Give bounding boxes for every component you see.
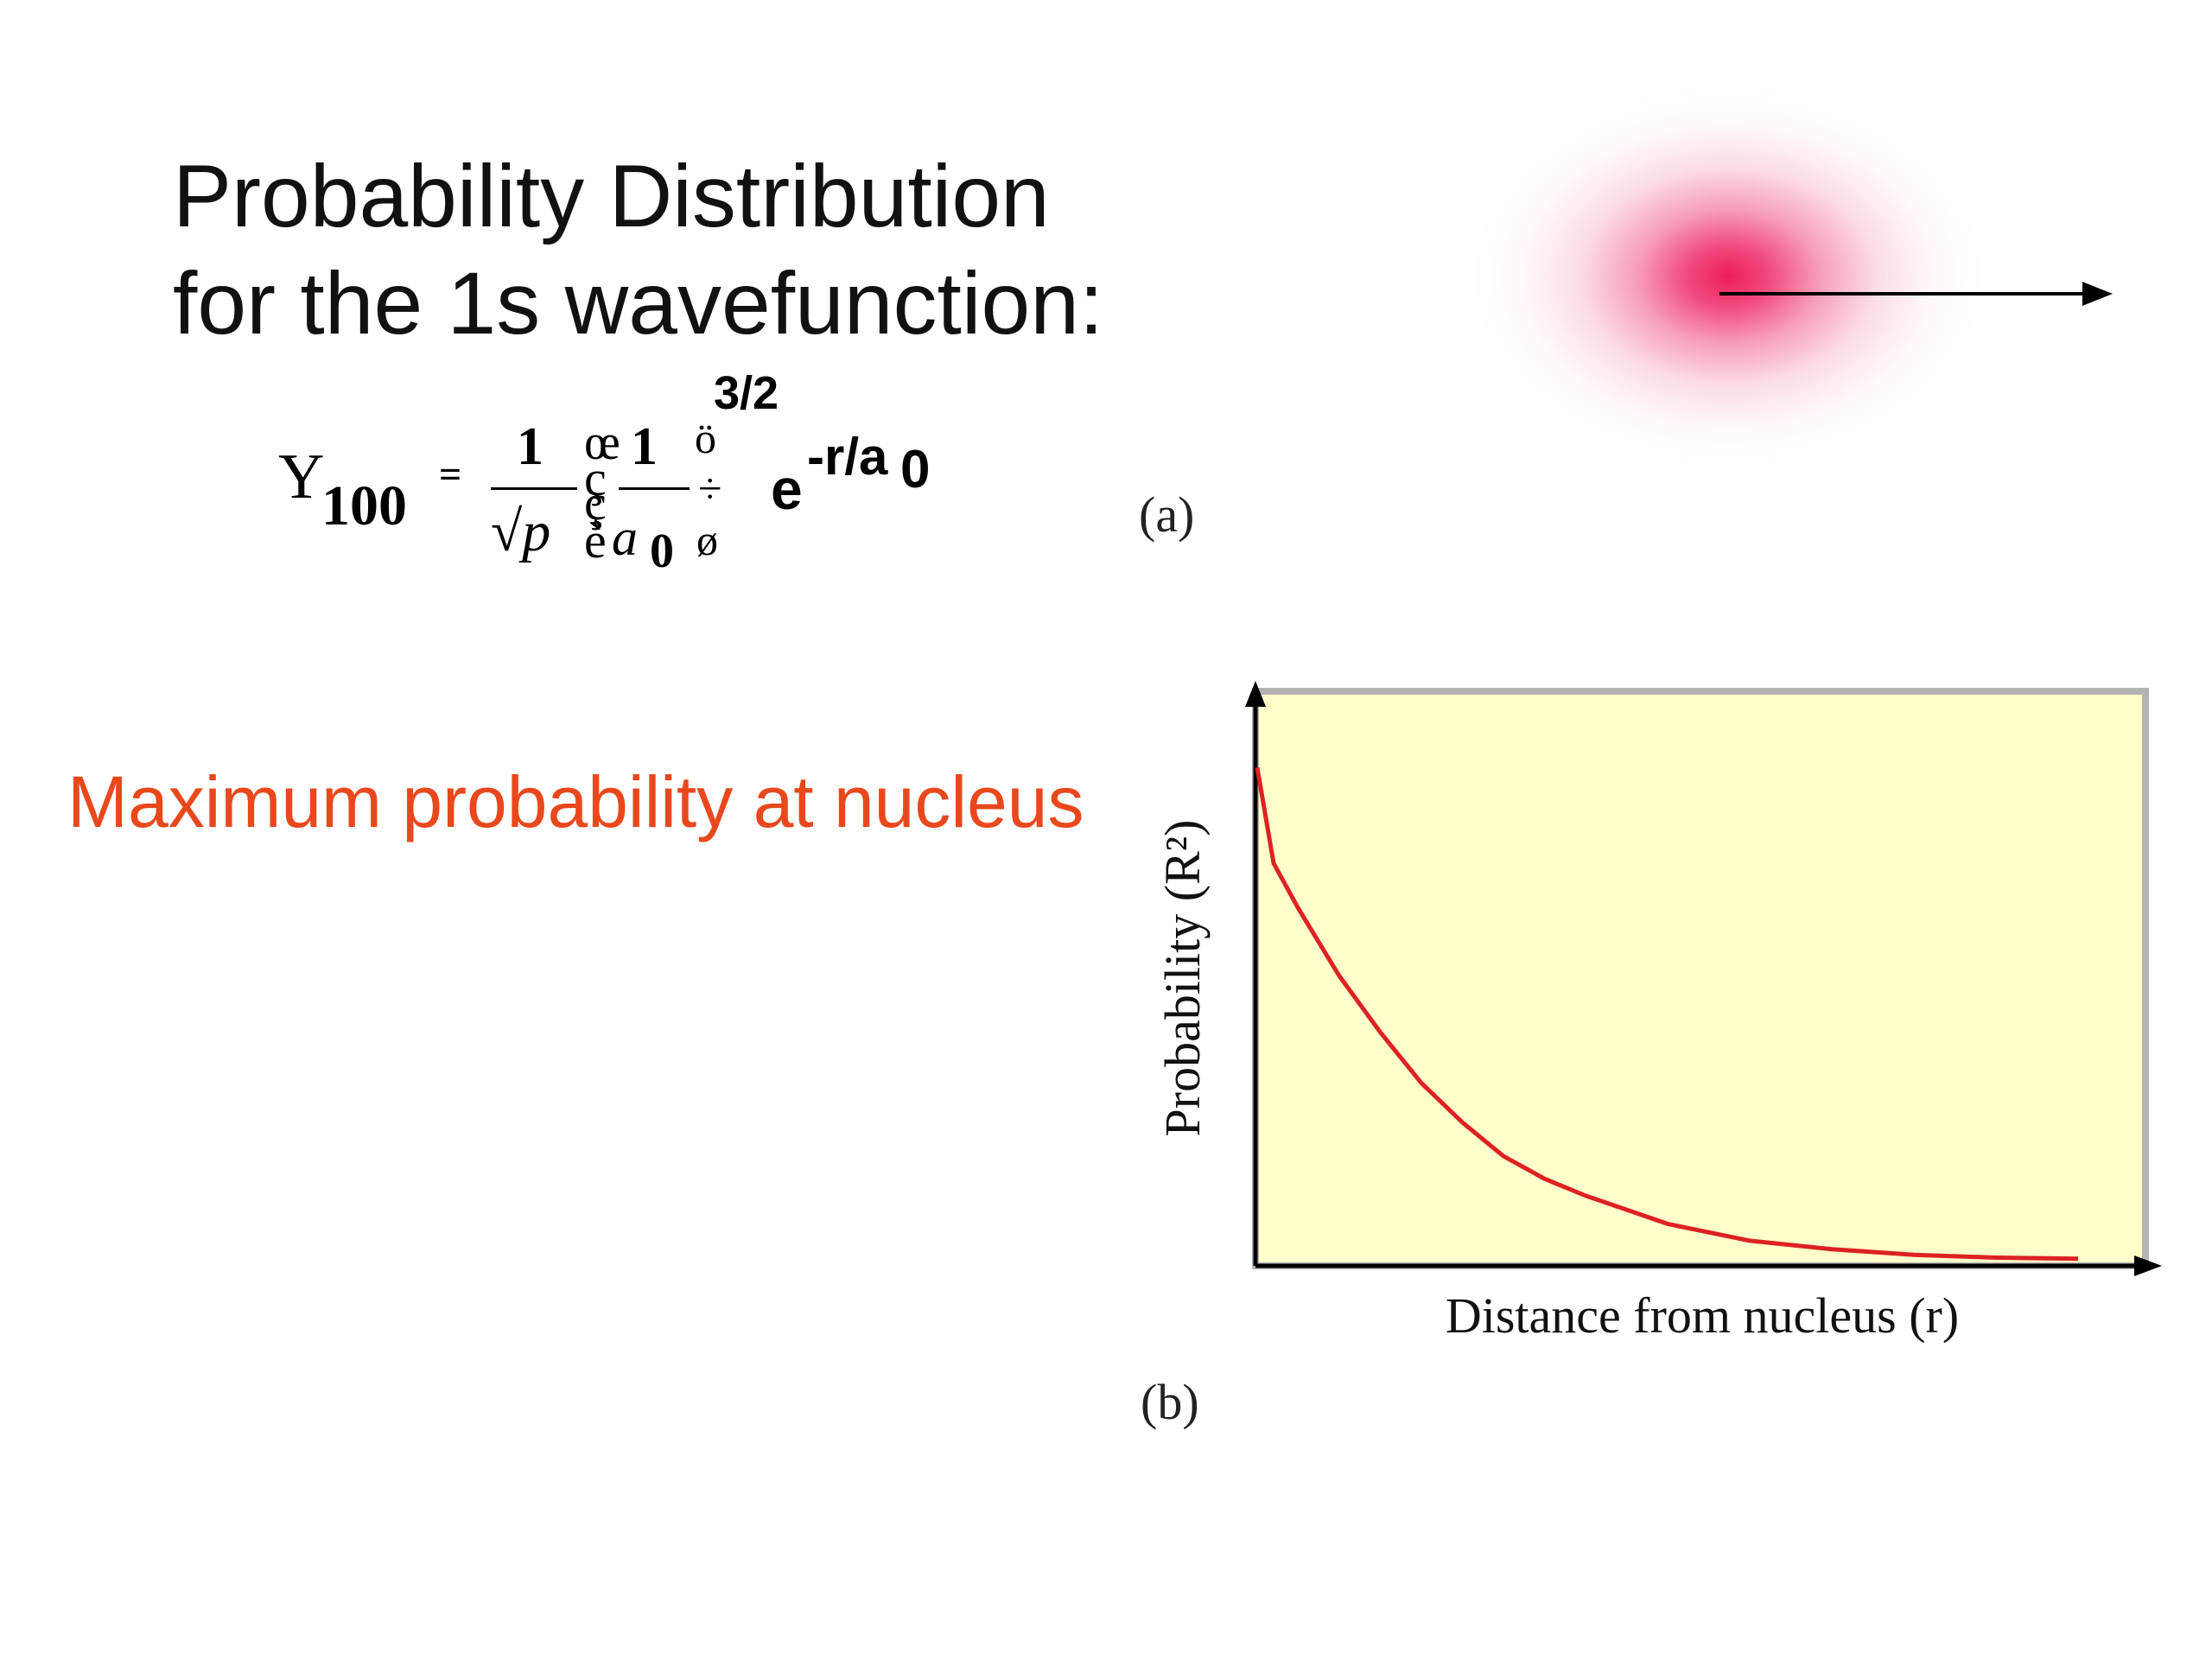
eq-denominator: √p bbox=[491, 500, 551, 563]
eq-equals: = bbox=[439, 452, 462, 496]
orbital-caption: (a) bbox=[1139, 486, 1195, 543]
slide-title: Probability Distribution for the 1s wave… bbox=[173, 143, 1192, 357]
eq-bracket-mid-right: ÷ bbox=[698, 464, 722, 512]
orbital-density-cloud bbox=[1400, 35, 2056, 518]
title-line-2: for the 1s wavefunction: bbox=[173, 254, 1104, 353]
probability-chart: Distance from nucleus (r) Probability (R… bbox=[1141, 681, 2162, 1430]
eq-bracket-bottom-left: è bbox=[584, 512, 607, 569]
eq-bracket-mid-left: ç bbox=[584, 450, 607, 506]
plot-area bbox=[1252, 688, 2149, 1269]
eq-exp-base: e bbox=[771, 457, 803, 521]
eq-bracket-top-right: ö bbox=[695, 414, 716, 462]
y-axis-arrowhead bbox=[1245, 681, 1266, 707]
eq-inner-denominator-sub: 0 bbox=[650, 524, 674, 578]
eq-exp-power-sub: 0 bbox=[900, 440, 931, 499]
radius-arrow bbox=[1719, 282, 2113, 306]
eq-bracket-bottom-right: ø bbox=[696, 516, 718, 564]
probability-curve bbox=[1255, 766, 2079, 1262]
max-probability-note: Maximum probability at nucleus bbox=[67, 761, 1084, 842]
eq-bracket-mid-left-2: ç bbox=[584, 474, 607, 531]
eq-inner-denominator: a bbox=[612, 509, 638, 566]
chart-caption: (b) bbox=[1141, 1374, 1199, 1430]
eq-exp-power: -r/a bbox=[807, 428, 888, 486]
eq-psi: Y bbox=[278, 442, 325, 512]
eq-exponent: 3/2 bbox=[714, 367, 779, 419]
eq-inner-fraction-bar bbox=[619, 487, 690, 490]
eq-numerator: 1 bbox=[517, 417, 543, 476]
y-axis-label: Probability (R²) bbox=[1154, 820, 1211, 1137]
eq-subscript: 100 bbox=[321, 474, 407, 537]
x-axis-arrowhead bbox=[2134, 1255, 2162, 1276]
x-axis-label: Distance from nucleus (r) bbox=[1446, 1287, 1959, 1344]
eq-bracket-top-left: œ bbox=[584, 414, 620, 470]
eq-inner-numerator: 1 bbox=[631, 417, 658, 476]
title-line-1: Probability Distribution bbox=[173, 147, 1050, 245]
eq-fraction-bar bbox=[491, 487, 577, 490]
